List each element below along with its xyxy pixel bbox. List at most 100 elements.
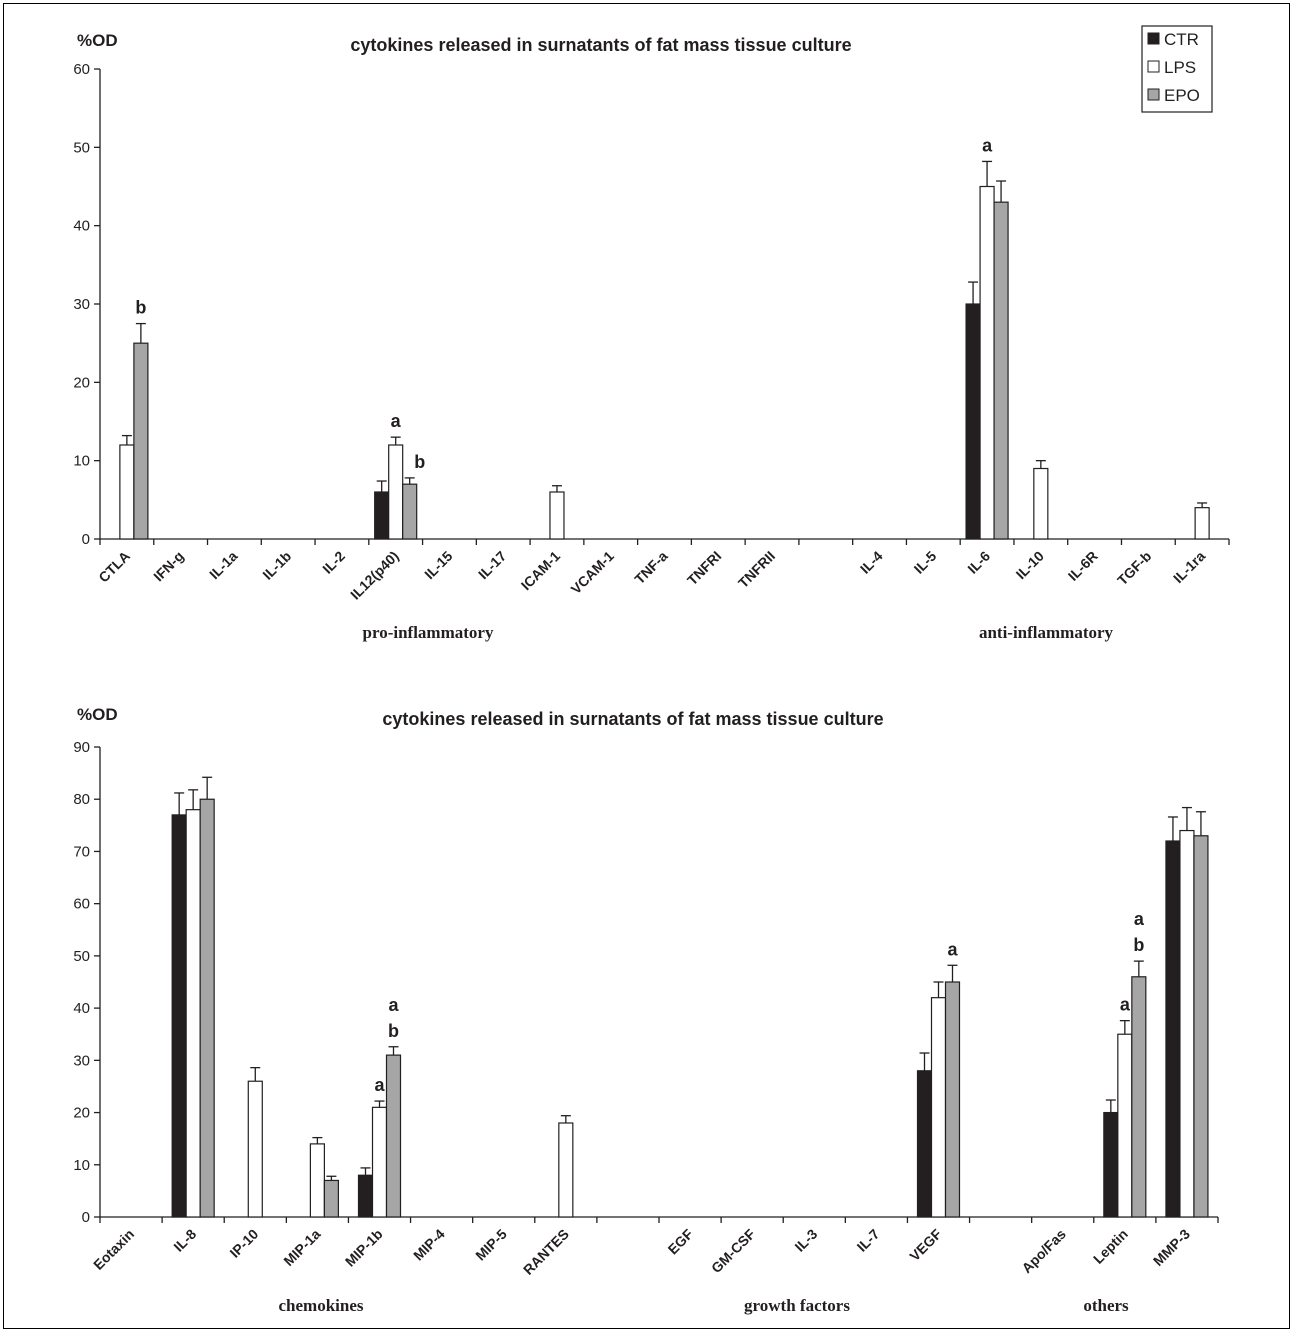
y-tick-label: 60 [73, 896, 90, 913]
group-label: chemokines [279, 1296, 364, 1315]
significance-label: a [1134, 909, 1145, 929]
bar-epo [199, 798, 215, 1218]
x-tick-label: EGF [665, 1225, 697, 1257]
x-tick-label: Apo/Fas [1018, 1226, 1069, 1277]
x-tick-label: GM-CSF [708, 1225, 759, 1276]
legend-label: LPS [1164, 58, 1196, 77]
x-tick-label: IL-6R [1065, 548, 1101, 584]
x-tick-label: IL-3 [791, 1226, 820, 1255]
bar-ctr [1165, 840, 1181, 1218]
x-tick-label: IL-7 [854, 1226, 883, 1255]
significance-label: a [982, 135, 993, 155]
x-tick-label: MIP-1a [280, 1226, 323, 1269]
bar-lps [979, 185, 995, 540]
bar-ctr [171, 814, 187, 1218]
x-tick-label: IL-4 [857, 548, 886, 577]
y-tick-label: 50 [73, 948, 90, 965]
bar-ctr [1103, 1111, 1119, 1218]
y-tick-label: 30 [73, 1052, 90, 1069]
legend-label: CTR [1164, 30, 1199, 49]
chart-title: cytokines released in surnatants of fat … [382, 709, 883, 729]
y-tick-label: 50 [73, 139, 90, 156]
significance-label: a [391, 411, 402, 431]
chart-2: cytokines released in surnatants of fat … [73, 705, 1219, 1315]
bar-lps [549, 491, 565, 540]
bar-epo [133, 342, 149, 540]
y-tick-label: 90 [73, 739, 90, 756]
chart-title: cytokines released in surnatants of fat … [350, 35, 851, 55]
x-tick-label: IL-2 [319, 548, 348, 577]
bar-epo [402, 483, 418, 540]
bar-epo [323, 1179, 339, 1218]
x-tick-label: IL-10 [1013, 548, 1048, 583]
legend-swatch-epo [1147, 88, 1160, 101]
x-tick-label: IL-17 [475, 548, 510, 583]
bar-epo [1131, 976, 1147, 1218]
group-label: others [1083, 1296, 1129, 1315]
x-tick-label: MIP-1b [342, 1226, 386, 1270]
bar-lps [1194, 507, 1210, 540]
y-axis-label: %OD [77, 31, 118, 50]
x-tick-label: IL-8 [170, 1226, 199, 1255]
significance-label: b [414, 452, 425, 472]
group-label: growth factors [744, 1296, 850, 1315]
bar-lps [119, 444, 135, 540]
bar-lps [388, 444, 404, 540]
chart-1: cytokines released in surnatants of fat … [73, 25, 1230, 642]
y-tick-label: 70 [73, 843, 90, 860]
x-tick-label: ICAM-1 [518, 548, 564, 594]
x-tick-label: VEGF [906, 1225, 945, 1264]
bar-lps [309, 1143, 325, 1218]
bar-epo [993, 201, 1009, 540]
x-tick-label: IL-1a [206, 548, 241, 583]
bar-ctr [357, 1174, 374, 1218]
x-tick-label: TNFRII [735, 548, 778, 591]
bar-ctr [916, 1070, 933, 1218]
bar-epo [944, 981, 961, 1218]
bar-lps [1117, 1033, 1133, 1218]
x-tick-label: IL12(p40) [347, 548, 402, 603]
bar-lps [1033, 467, 1049, 540]
x-tick-label: IP-10 [226, 1226, 261, 1261]
bar-lps [371, 1106, 388, 1218]
group-label: anti-inflammatory [979, 623, 1114, 642]
x-tick-label: IFN-g [150, 548, 187, 585]
x-tick-label: MIP-4 [410, 1226, 448, 1264]
x-tick-label: IL-5 [911, 548, 940, 577]
x-tick-label: IL-1ra [1170, 548, 1208, 586]
significance-label: a [1120, 995, 1131, 1015]
significance-label: b [1133, 935, 1144, 955]
legend: CTR LPS EPO [1141, 25, 1213, 113]
x-tick-label: TGF-b [1114, 548, 1154, 588]
x-tick-label: RANTES [520, 1226, 572, 1278]
y-tick-label: 30 [73, 296, 90, 313]
x-tick-label: IL-1b [259, 548, 294, 583]
y-tick-label: 10 [73, 1157, 90, 1174]
x-tick-label: Eotaxin [90, 1226, 137, 1273]
x-tick-label: IL-6 [964, 548, 993, 577]
x-tick-label: TNFRI [684, 548, 724, 588]
y-tick-label: 80 [73, 791, 90, 808]
bar-ctr [374, 491, 390, 540]
group-label: pro-inflammatory [363, 623, 494, 642]
legend-swatch-ctr [1147, 32, 1160, 45]
significance-label: a [374, 1075, 385, 1095]
bar-ctr [965, 303, 981, 540]
x-tick-label: MMP-3 [1150, 1226, 1193, 1269]
y-tick-label: 60 [73, 61, 90, 78]
significance-label: b [135, 298, 146, 318]
legend-swatch-lps [1147, 60, 1160, 73]
significance-label: b [388, 1021, 399, 1041]
bar-lps [1179, 829, 1195, 1218]
bar-lps [185, 809, 201, 1218]
legend-label: EPO [1164, 86, 1200, 105]
bar-lps [558, 1122, 574, 1218]
bar-lps [247, 1080, 263, 1218]
significance-label: a [388, 995, 399, 1015]
y-tick-label: 0 [82, 1209, 90, 1226]
y-tick-label: 40 [73, 218, 90, 235]
significance-label: a [947, 939, 958, 959]
bar-epo [385, 1054, 402, 1218]
y-tick-label: 20 [73, 1105, 90, 1122]
